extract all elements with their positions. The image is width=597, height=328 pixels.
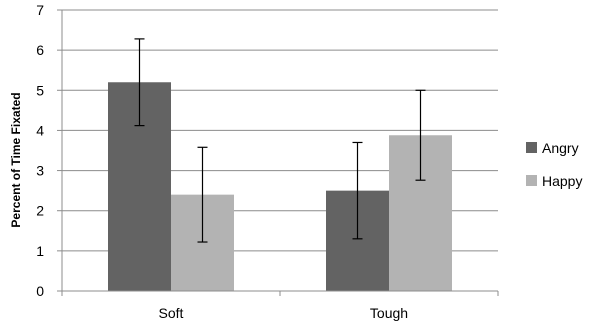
legend-label-happy: Happy [542, 173, 582, 189]
y-tick-label: 3 [36, 163, 44, 179]
error-bar [415, 89, 426, 181]
y-tick-labels: 0 1 2 3 4 5 6 7 [36, 2, 44, 299]
x-tick-labels: Soft Tough [159, 305, 409, 321]
y-tick-label: 6 [36, 42, 44, 58]
y-tick-label: 7 [36, 2, 44, 18]
legend: Angry Happy [526, 140, 582, 189]
error-bar [352, 141, 363, 240]
axes [57, 9, 499, 296]
error-bar [134, 38, 145, 127]
y-tick-label: 2 [36, 203, 44, 219]
x-tick-label: Soft [159, 305, 184, 321]
y-tick-label: 4 [36, 122, 44, 138]
y-tick-label: 1 [36, 243, 44, 259]
y-tick-label: 5 [36, 82, 44, 98]
error-bars [134, 38, 426, 243]
y-tick-label: 0 [36, 283, 44, 299]
legend-swatch-happy [526, 175, 537, 186]
error-bar [197, 146, 208, 243]
y-axis-title: Percent of Time Fixated [9, 92, 23, 227]
x-tick-label: Tough [370, 305, 408, 321]
legend-label-angry: Angry [542, 140, 579, 156]
bars [108, 82, 452, 291]
legend-swatch-angry [526, 142, 537, 153]
